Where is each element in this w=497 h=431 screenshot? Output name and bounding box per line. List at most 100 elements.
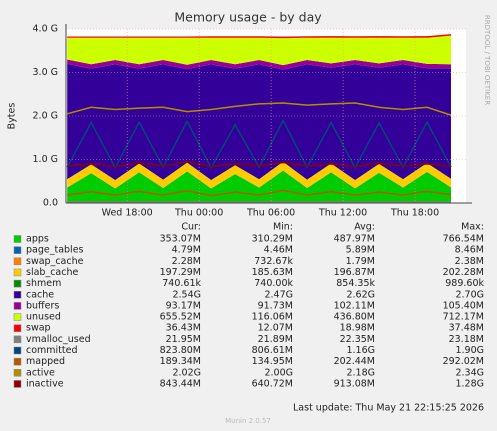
legend-value: 202.28M bbox=[443, 267, 484, 278]
area bbox=[67, 161, 452, 189]
x-tick-label: Thu 06:00 bbox=[246, 208, 295, 219]
legend-value: 21.89M bbox=[258, 334, 293, 345]
legend-swatch bbox=[13, 335, 22, 344]
column-header: Max: bbox=[461, 222, 484, 233]
last-update: Last update: Thu May 21 22:15:25 2026 bbox=[293, 403, 484, 414]
legend-swatch bbox=[13, 380, 22, 388]
legend-swatch bbox=[13, 279, 22, 288]
y-tick-label: 3.0 G bbox=[33, 67, 59, 78]
line bbox=[67, 160, 452, 168]
legend-value: 196.87M bbox=[334, 267, 375, 278]
legend-value: 2.18G bbox=[346, 367, 375, 378]
legend-value: 22.35M bbox=[340, 334, 375, 345]
legend-label: inactive bbox=[26, 378, 64, 389]
legend-value: 732.67k bbox=[254, 256, 293, 267]
legend-label: mapped bbox=[26, 356, 65, 367]
legend-value: 5.89M bbox=[346, 245, 375, 256]
x-tick-label: Thu 00:00 bbox=[174, 208, 223, 219]
legend-value: 843.44M bbox=[160, 378, 201, 389]
legend-value: 197.29M bbox=[160, 267, 201, 278]
legend-value: 740.00k bbox=[254, 278, 293, 289]
y-tick-label: 1.0 G bbox=[33, 154, 59, 165]
legend-label: vmalloc_used bbox=[26, 334, 91, 345]
legend-value: 2.28M bbox=[172, 256, 201, 267]
legend-value: 1.90G bbox=[455, 345, 484, 356]
legend-value: 740.61k bbox=[162, 278, 201, 289]
legend-value: 854.35k bbox=[336, 278, 375, 289]
column-header: Cur: bbox=[181, 222, 201, 233]
legend-value: 1.28G bbox=[455, 378, 484, 389]
legend-value: 105.40M bbox=[443, 300, 484, 311]
legend-value: 310.29M bbox=[252, 234, 293, 245]
legend-value: 2.02G bbox=[172, 367, 201, 378]
legend-value: 102.11M bbox=[334, 300, 375, 311]
legend-swatch bbox=[13, 302, 22, 310]
legend-value: 2.54G bbox=[172, 289, 201, 300]
legend-value: 2.62G bbox=[346, 289, 375, 300]
side-label: RRDTOOL / TOBI OETIKER bbox=[483, 15, 491, 105]
area bbox=[67, 59, 452, 70]
legend-value: 1.79M bbox=[346, 256, 375, 267]
legend-value: 37.48M bbox=[449, 323, 484, 334]
legend-label: shmem bbox=[26, 278, 61, 289]
legend-value: 913.08M bbox=[334, 378, 375, 389]
legend-swatch bbox=[13, 346, 22, 355]
legend-value: 18.98M bbox=[340, 323, 375, 334]
legend-label: buffers bbox=[26, 300, 59, 311]
legend-value: 712.17M bbox=[443, 312, 484, 323]
legend-value: 823.80M bbox=[160, 345, 201, 356]
legend-label: slab_cache bbox=[26, 267, 78, 278]
legend-value: 91.73M bbox=[258, 300, 293, 311]
y-axis-label: Bytes bbox=[7, 103, 18, 130]
line bbox=[66, 118, 452, 170]
legend-swatch bbox=[13, 291, 22, 299]
line bbox=[67, 189, 452, 197]
legend-value: 4.79M bbox=[172, 245, 201, 256]
legend-value: 1.16G bbox=[346, 345, 375, 356]
legend-value: 23.18M bbox=[449, 334, 484, 345]
legend-label: swap bbox=[26, 323, 51, 334]
legend-value: 353.07M bbox=[160, 234, 201, 245]
legend-value: 134.95M bbox=[252, 356, 293, 367]
legend-value: 487.97M bbox=[334, 234, 375, 245]
legend-label: active bbox=[26, 367, 55, 378]
legend-value: 2.00G bbox=[264, 367, 293, 378]
legend-value: 189.34M bbox=[160, 356, 201, 367]
legend-label: apps bbox=[26, 234, 49, 245]
legend-label: page_tables bbox=[26, 245, 84, 256]
legend-label: committed bbox=[26, 345, 78, 356]
legend-value: 185.63M bbox=[252, 267, 293, 278]
legend-value: 2.38M bbox=[455, 256, 484, 267]
x-tick-label: Thu 12:00 bbox=[318, 208, 367, 219]
area bbox=[67, 35, 452, 66]
legend-swatch bbox=[13, 246, 22, 254]
legend-value: 640.72M bbox=[252, 378, 293, 389]
legend-value: 21.95M bbox=[166, 334, 201, 345]
footer: Munin 2.0.57 bbox=[225, 417, 271, 425]
x-tick-label: Thu 18:00 bbox=[390, 208, 439, 219]
column-header: Avg: bbox=[354, 222, 375, 233]
legend-swatch bbox=[13, 369, 22, 377]
legend-value: 436.80M bbox=[334, 312, 375, 323]
legend-value: 8.46M bbox=[455, 245, 484, 256]
area bbox=[67, 63, 452, 181]
legend-swatch bbox=[13, 257, 22, 266]
chart-title: Memory usage - by day bbox=[174, 10, 322, 25]
legend-label: unused bbox=[26, 312, 61, 323]
legend-swatch bbox=[13, 235, 22, 243]
legend-swatch bbox=[13, 357, 22, 366]
legend-swatch bbox=[13, 268, 22, 277]
legend-label: cache bbox=[26, 289, 54, 300]
legend-value: 2.34G bbox=[455, 367, 484, 378]
legend-value: 36.43M bbox=[166, 323, 201, 334]
plot bbox=[66, 34, 452, 203]
legend-value: 93.17M bbox=[166, 300, 201, 311]
legend-value: 202.44M bbox=[334, 356, 375, 367]
area bbox=[67, 34, 452, 39]
legend-value: 2.70G bbox=[455, 289, 484, 300]
legend-value: 655.52M bbox=[160, 312, 201, 323]
legend-value: 806.61M bbox=[252, 345, 293, 356]
y-tick-label: 4.0 G bbox=[33, 24, 59, 35]
legend-swatch bbox=[13, 324, 22, 332]
